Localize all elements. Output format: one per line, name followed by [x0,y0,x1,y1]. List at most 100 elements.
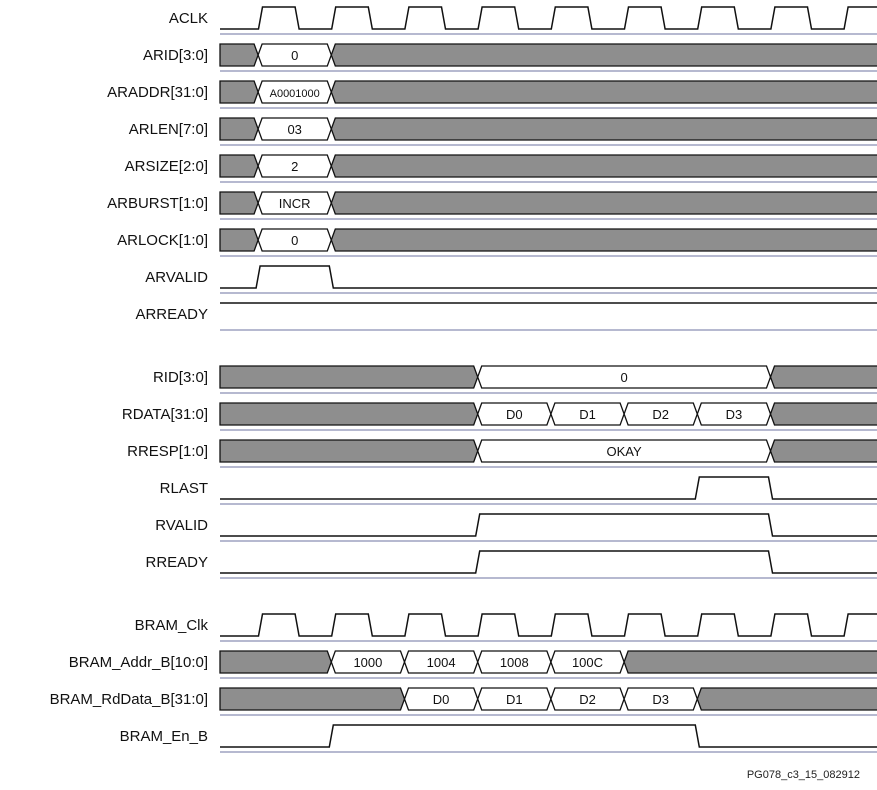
bus-value: 1000 [353,655,382,670]
signal-row-arvalid: ARVALID [145,265,877,294]
signal-row-bram-addr: BRAM_Addr_B[10:0] 1000 1004 1008 100C [69,650,877,679]
signal-label: BRAM_En_B [120,728,208,745]
signal-label: ARADDR[31:0] [107,84,208,101]
signal-row-bram-en: BRAM_En_B [120,724,877,753]
bus-segment-invalid [330,43,877,67]
bus-value: 100C [572,655,603,670]
signal-row-rready: RREADY [145,550,877,579]
signal-label: RDATA[31:0] [122,406,208,423]
bus-value: D0 [506,407,523,422]
bus-segment-valid [403,687,479,711]
bus-segment-invalid [330,117,877,141]
signal-label: RRESP[1:0] [127,443,208,460]
signal-row-araddr: ARADDR[31:0] A0001000 [107,80,877,109]
bus-segment-invalid [623,650,877,674]
bus-value: 03 [287,122,301,137]
signal-row-rdata: RDATA[31:0] D0 D1 D2 D3 [122,402,877,431]
bus-segment-valid [257,43,332,67]
bus-value: 1004 [427,655,456,670]
signal-row-bram-rddata: BRAM_RdData_B[31:0] D0 D1 D2 D3 [50,687,877,716]
bus-segment-valid [696,402,772,426]
bus-segment-valid [330,650,406,674]
signal-row-aclk: ACLK [169,6,877,35]
bus-segment-invalid [219,439,479,463]
bus-segment-valid [550,402,625,426]
bus-segment-invalid [696,687,877,711]
bus-segment-valid [257,191,332,215]
digital-waveform [220,513,877,537]
clock-waveform [220,613,877,637]
bus-value: D3 [652,692,669,707]
signal-row-arlock: ARLOCK[1:0] 0 [117,228,877,257]
bus-value: INCR [279,196,311,211]
bus-segment-invalid [219,80,259,104]
signal-label: RID[3:0] [153,369,208,386]
bus-segment-valid [550,650,625,674]
bus-value: D1 [579,407,596,422]
bus-segment-valid [623,687,698,711]
bus-segment-valid [257,228,332,252]
signal-row-rresp: RRESP[1:0] OKAY [127,439,877,468]
bus-value: D0 [433,692,450,707]
bus-segment-valid [257,154,332,178]
signal-label: ARVALID [145,269,208,286]
bus-segment-valid [257,117,332,141]
bus-value: D2 [579,692,596,707]
signal-label: ARID[3:0] [143,47,208,64]
signal-label: ARBURST[1:0] [107,195,208,212]
bus-value: 0 [291,233,298,248]
signal-label: ARLOCK[1:0] [117,232,208,249]
signal-row-arready: ARREADY [135,302,877,331]
signal-row-arid: ARID[3:0] 0 [143,43,877,72]
bus-value: OKAY [607,444,642,459]
bus-segment-valid [477,365,772,389]
bus-segment-valid [477,439,772,463]
bus-value: D2 [652,407,669,422]
bus-segment-invalid [330,191,877,215]
digital-waveform [220,476,877,500]
bus-segment-invalid [330,228,877,252]
figure-id: PG078_c3_15_082912 [747,769,860,781]
bus-segment-valid [477,402,552,426]
signal-label: RVALID [155,517,208,534]
bus-value: 0 [620,370,627,385]
bus-segment-invalid [219,365,479,389]
signal-label: BRAM_RdData_B[31:0] [50,691,208,708]
digital-waveform [220,265,877,289]
signal-row-rid: RID[3:0] 0 [153,365,877,394]
signal-row-arlen: ARLEN[7:0] 03 [129,117,877,146]
signal-rows: ACLK ARID[3:0] 0 ARADDR[31:0] A0001000 ARLEN[… [50,6,877,753]
bus-segment-invalid [219,117,259,141]
bus-segment-invalid [219,687,406,711]
bus-segment-invalid [219,154,259,178]
bus-segment-invalid [330,154,877,178]
digital-waveform [220,550,877,574]
signal-row-bram-clk: BRAM_Clk [135,613,877,642]
bus-segment-invalid [219,402,479,426]
clock-waveform [220,6,877,30]
bus-value: 2 [291,159,298,174]
bus-segment-valid [257,80,332,104]
signal-row-rvalid: RVALID [155,513,877,542]
bus-segment-invalid [219,228,259,252]
digital-waveform [220,724,877,748]
bus-segment-valid [477,650,552,674]
bus-segment-valid [403,650,479,674]
bus-segment-invalid [219,191,259,215]
signal-row-arburst: ARBURST[1:0] INCR [107,191,877,220]
signal-row-rlast: RLAST [160,476,877,505]
bus-segment-valid [550,687,625,711]
bus-segment-invalid [219,650,332,674]
bus-value: D3 [726,407,743,422]
signal-label: RLAST [160,480,208,497]
bus-segment-valid [477,687,552,711]
bus-segment-invalid [769,439,877,463]
bus-value: A0001000 [270,88,320,100]
bus-segment-valid [623,402,698,426]
bus-segment-invalid [769,402,877,426]
signal-label: BRAM_Addr_B[10:0] [69,654,208,671]
bus-segment-invalid [219,43,259,67]
bus-value: D1 [506,692,523,707]
signal-label: RREADY [145,554,208,571]
